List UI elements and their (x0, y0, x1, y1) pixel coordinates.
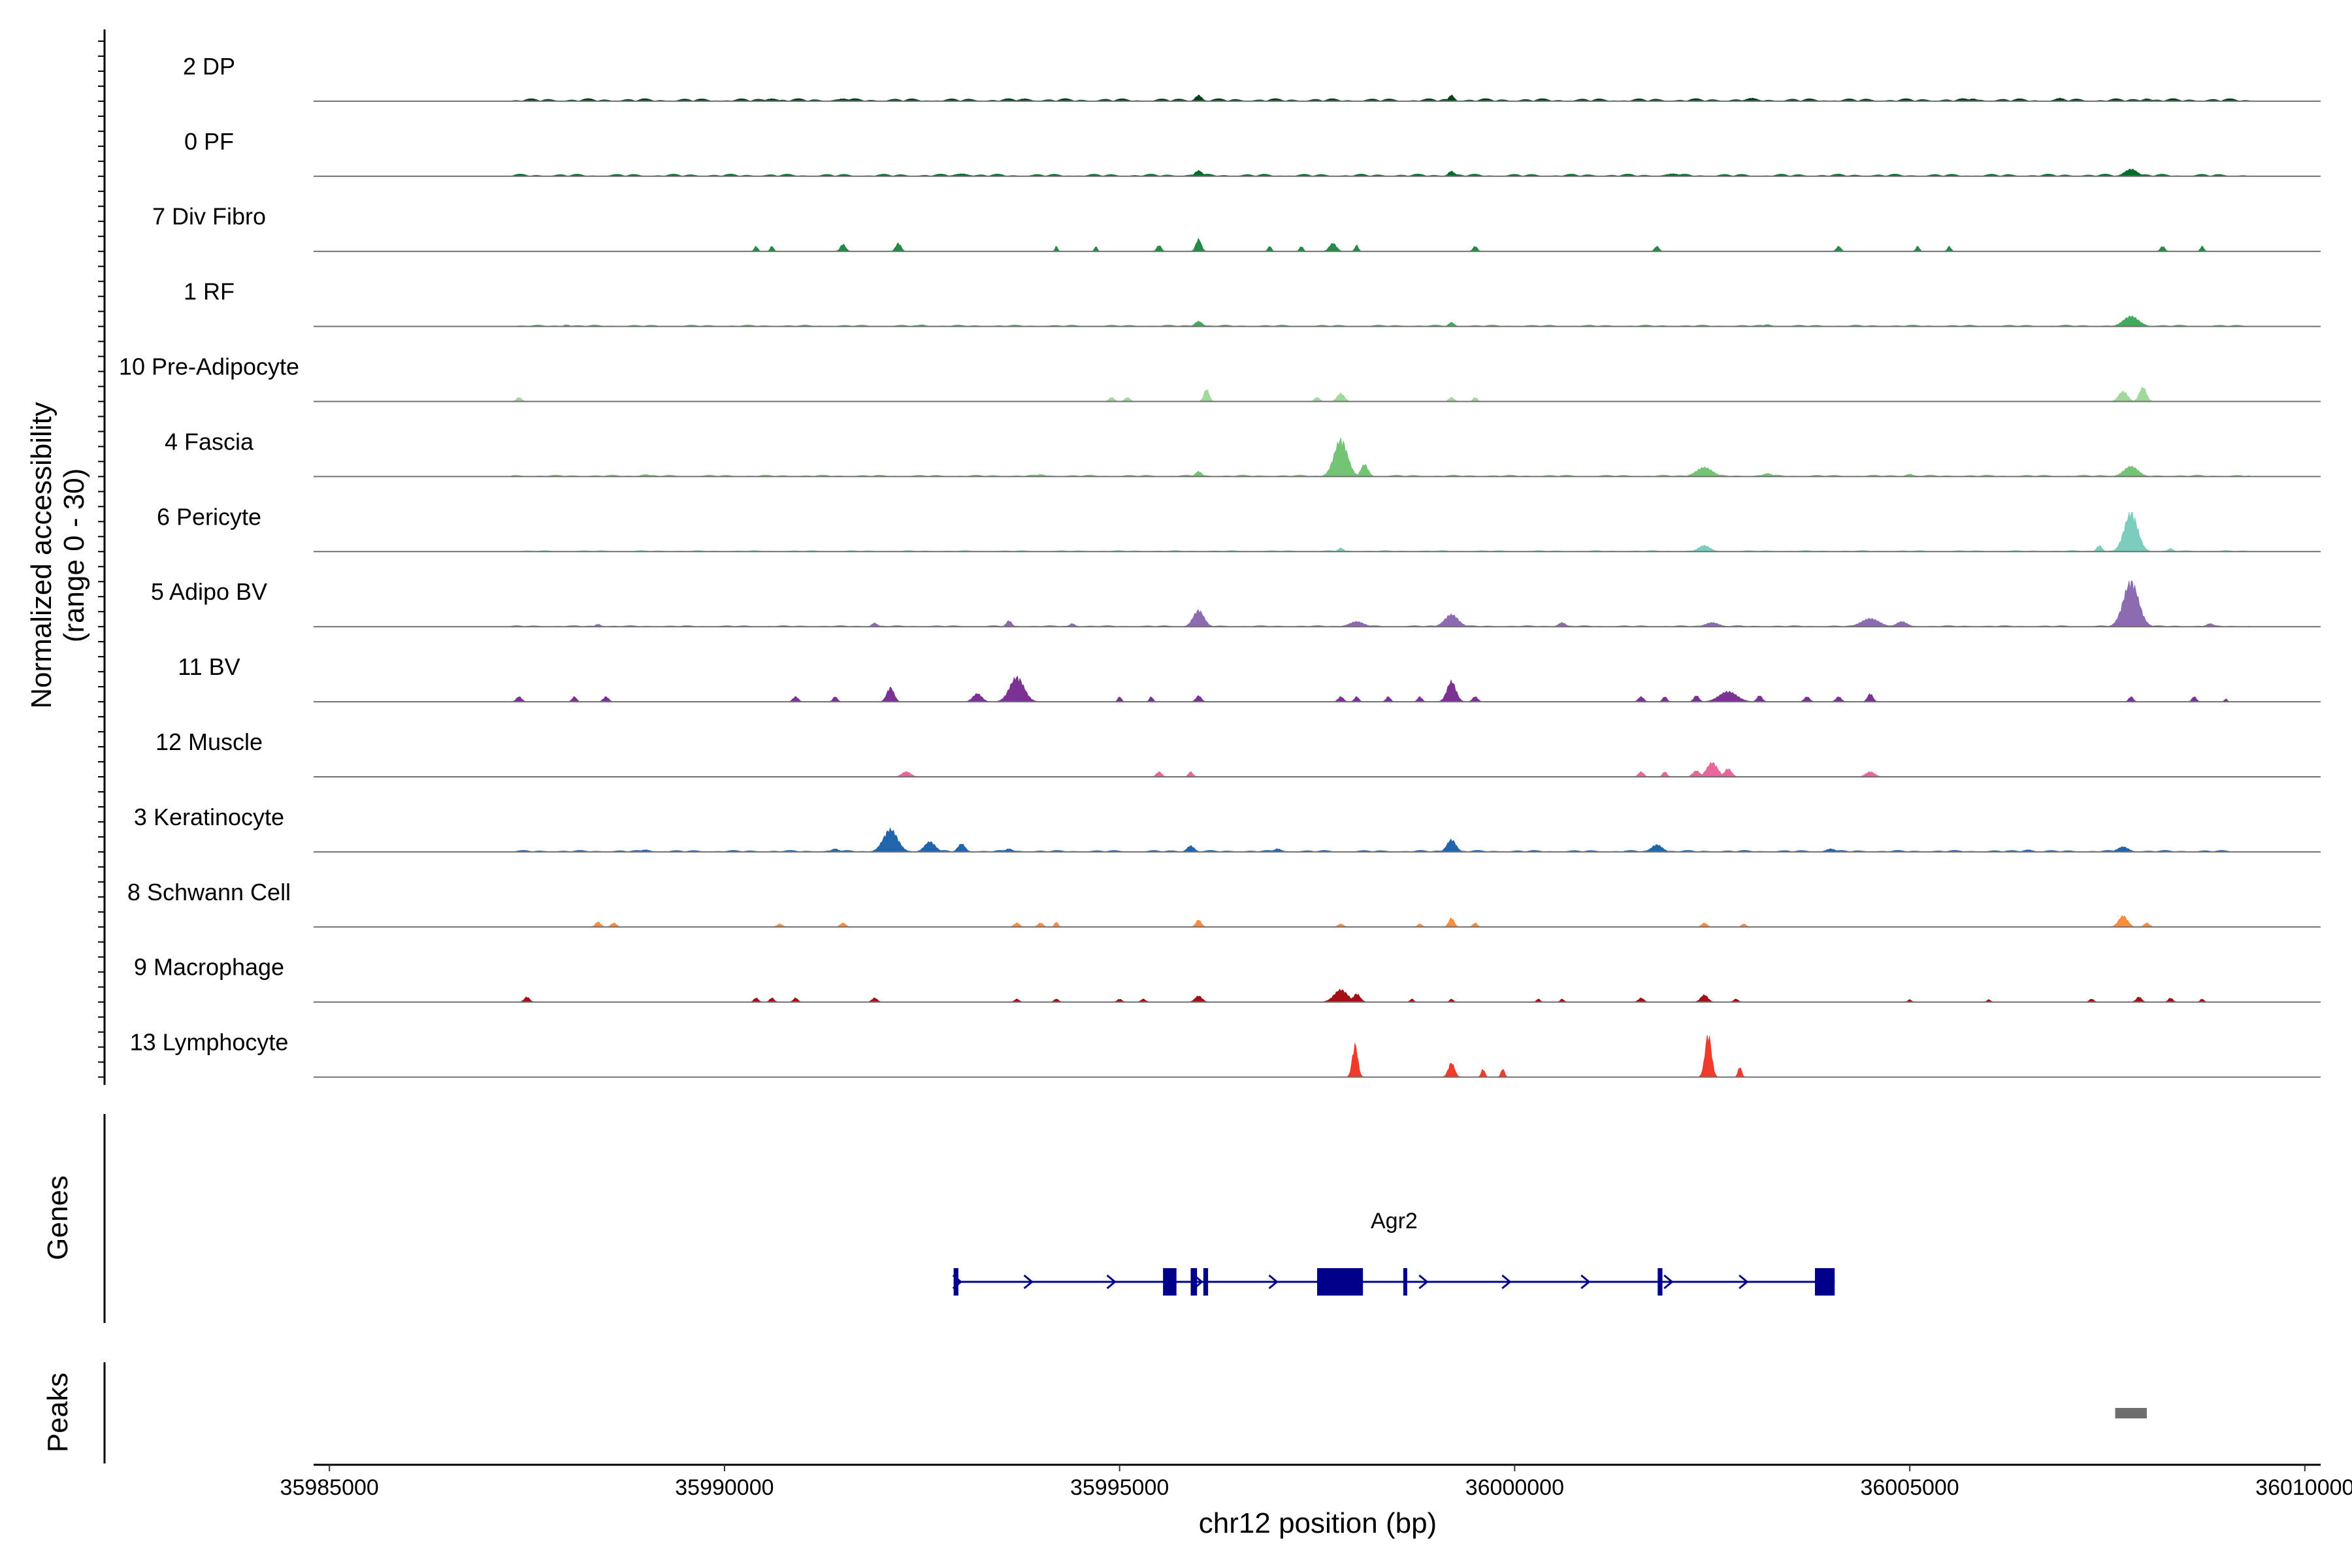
y-axis-range-label: (range 0 - 30) (58, 468, 90, 643)
coverage-area (511, 580, 2250, 627)
strand-arrow (1663, 1274, 1674, 1290)
gene-agr2: Agr2 (952, 1209, 1835, 1296)
coverage-area (511, 438, 2250, 477)
x-tick-label: 35985000 (280, 1475, 379, 1500)
track-10-pre-adipocyte: 10 Pre-Adipocyte (119, 353, 2321, 402)
gene-exon (1403, 1268, 1407, 1296)
track-label: 1 RF (184, 278, 235, 305)
coverage-area (511, 237, 2250, 252)
gene-exon (1203, 1268, 1209, 1296)
track-8-schwann-cell: 8 Schwann Cell (127, 879, 2321, 928)
track-label: 11 BV (178, 653, 240, 680)
strand-arrow (1268, 1274, 1279, 1290)
track-7-div-fibro: 7 Div Fibro (152, 203, 2321, 252)
track-13-lymphocyte: 13 Lymphocyte (130, 1029, 2321, 1078)
coverage-area (511, 169, 2250, 177)
strand-arrow (1501, 1274, 1512, 1290)
track-2-dp: 2 DP (183, 53, 2321, 102)
track-3-keratinocyte: 3 Keratinocyte (134, 804, 2321, 853)
gene-name-label: Agr2 (1371, 1209, 1418, 1233)
y-axis-title: Normalized accessibility (25, 402, 57, 708)
track-label: 3 Keratinocyte (134, 804, 284, 830)
peak-region (2115, 1408, 2147, 1418)
genes-track-label: Genes (42, 1175, 74, 1260)
coverage-area (511, 915, 2250, 928)
track-12-muscle: 12 Muscle (155, 728, 2321, 777)
strand-arrow (1580, 1274, 1591, 1290)
track-label: 12 Muscle (155, 728, 263, 755)
track-label: 8 Schwann Cell (127, 879, 291, 906)
coverage-area (511, 315, 2250, 327)
coverage-area (511, 512, 2250, 552)
track-label: 9 Macrophage (134, 954, 284, 981)
track-label: 7 Div Fibro (152, 203, 266, 230)
gene-exon (1814, 1268, 1835, 1296)
gene-track: Agr2 (103, 1114, 1835, 1323)
x-tick-label: 35995000 (1070, 1475, 1169, 1500)
gene-exon (1317, 1268, 1364, 1296)
peaks-track-label: Peaks (42, 1373, 74, 1452)
track-label: 13 Lymphocyte (130, 1029, 289, 1056)
gene-exon (1190, 1268, 1198, 1296)
strand-arrow (1418, 1274, 1429, 1290)
strand-arrow (1739, 1274, 1749, 1290)
gene-exon (1163, 1268, 1177, 1296)
track-5-adipo-bv: 5 Adipo BV (151, 578, 2321, 628)
coverage-area (511, 94, 2250, 102)
track-label: 0 PF (184, 128, 234, 155)
coverage-area (511, 827, 2250, 853)
x-tick-label: 36010000 (2255, 1475, 2352, 1500)
x-axis: 35985000 35990000 35995000 36000000 36005000… (280, 1463, 2352, 1500)
track-0-pf: 0 PF (184, 128, 2321, 177)
peak-track (103, 1362, 2147, 1463)
track-1-rf: 1 RF (184, 278, 2321, 327)
strand-arrow (1106, 1274, 1117, 1290)
accessibility-y-axis (98, 29, 106, 1085)
coverage-tracks: 2 DP 0 PF 7 Div Fibro 1 RF 10 Pre-Adipocyte 4… (119, 53, 2321, 1078)
track-label: 4 Fascia (165, 428, 254, 455)
track-label: 2 DP (183, 53, 235, 80)
coverage-area (511, 676, 2250, 702)
track-9-macrophage: 9 Macrophage (134, 954, 2321, 1003)
track-label: 6 Pericyte (157, 503, 261, 530)
strand-arrow (1023, 1274, 1034, 1290)
gene-exon (1658, 1268, 1663, 1296)
x-tick-label: 36000000 (1465, 1475, 1564, 1500)
x-tick-label: 35990000 (675, 1475, 774, 1500)
track-label: 5 Adipo BV (151, 578, 267, 605)
coverage-area (511, 1035, 2250, 1077)
track-label: 10 Pre-Adipocyte (119, 353, 299, 380)
x-tick-label: 36005000 (1860, 1475, 1959, 1500)
track-4-fascia: 4 Fascia (165, 428, 2321, 478)
x-axis-title: chr12 position (bp) (1199, 1507, 1437, 1539)
gene-exon (953, 1268, 958, 1296)
track-6-pericyte: 6 Pericyte (157, 503, 2321, 553)
coverage-area (511, 761, 2250, 777)
coverage-area (511, 386, 2250, 402)
coverage-area (511, 988, 2250, 1003)
track-11-bv: 11 BV (178, 653, 2321, 703)
